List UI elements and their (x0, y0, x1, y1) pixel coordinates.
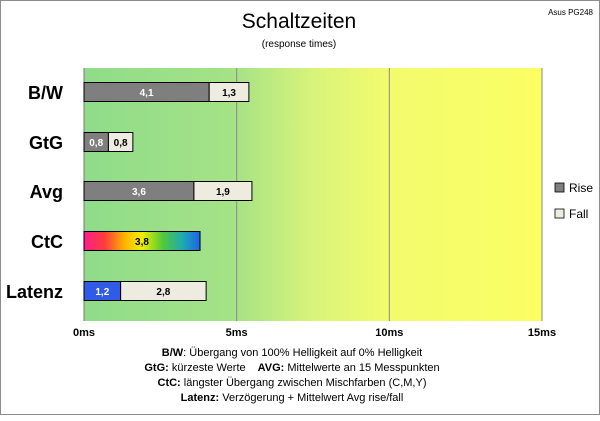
legend-swatch-rise (554, 182, 565, 193)
bar-value-label: 0,8 (89, 138, 103, 149)
note-gtg-avg: GtG: kürzeste Werte AVG: Mittelwerte an 1… (144, 362, 439, 374)
x-tick-label: 0ms (73, 327, 95, 339)
note-bw: B/W: Übergang von 100% Helligkeit auf 0%… (162, 347, 422, 359)
chart-title: Schaltzeiten (242, 10, 356, 33)
category-label: GtG (29, 133, 63, 153)
bar-value-label: 3,8 (135, 237, 149, 248)
bar-segment (193, 181, 253, 201)
bar-segment (208, 82, 250, 102)
chart-subtitle: (response times) (262, 39, 336, 50)
bar-value-label: 0,8 (114, 138, 128, 149)
note-latenz: Latenz: Verzögerung + Mittelwert Avg ris… (181, 392, 404, 404)
legend-label-fall: Fall (569, 207, 588, 221)
bar-value-label: 2,8 (156, 287, 170, 298)
bar-segment (83, 231, 201, 251)
category-labels: B/W GtG Avg CtC Latenz (6, 83, 63, 302)
legend: Rise Fall (554, 181, 593, 221)
bar-value-label: 3,6 (132, 187, 146, 198)
bar-group: 4,1 1,3 0,8 0,8 3,6 1,9 3,8 1,2 2,8 (83, 82, 253, 301)
x-axis-ticks: 0ms 5ms 10ms 15ms (73, 327, 556, 339)
bar-value-label: 4,1 (140, 88, 154, 99)
x-tick-label: 10ms (375, 327, 403, 339)
footnotes: B/W: Übergang von 100% Helligkeit auf 0%… (144, 347, 439, 404)
legend-label-rise: Rise (569, 181, 593, 195)
bar-value-label: 1,9 (216, 187, 230, 198)
bar-value-label: 1,3 (222, 88, 236, 99)
category-label: Avg (30, 182, 63, 202)
note-ctc: CtC: längster Übergang zwischen Mischfar… (158, 377, 427, 389)
category-label: Latenz (6, 282, 63, 302)
legend-swatch-fall (554, 208, 565, 219)
category-label: B/W (28, 83, 63, 103)
x-tick-label: 15ms (528, 327, 556, 339)
category-label: CtC (31, 232, 63, 252)
corner-label: Asus PG248 (548, 8, 593, 17)
x-tick-label: 5ms (226, 327, 248, 339)
bar-segment (107, 132, 134, 152)
bar-segment (120, 281, 207, 301)
bar-value-label: 1,2 (95, 287, 109, 298)
